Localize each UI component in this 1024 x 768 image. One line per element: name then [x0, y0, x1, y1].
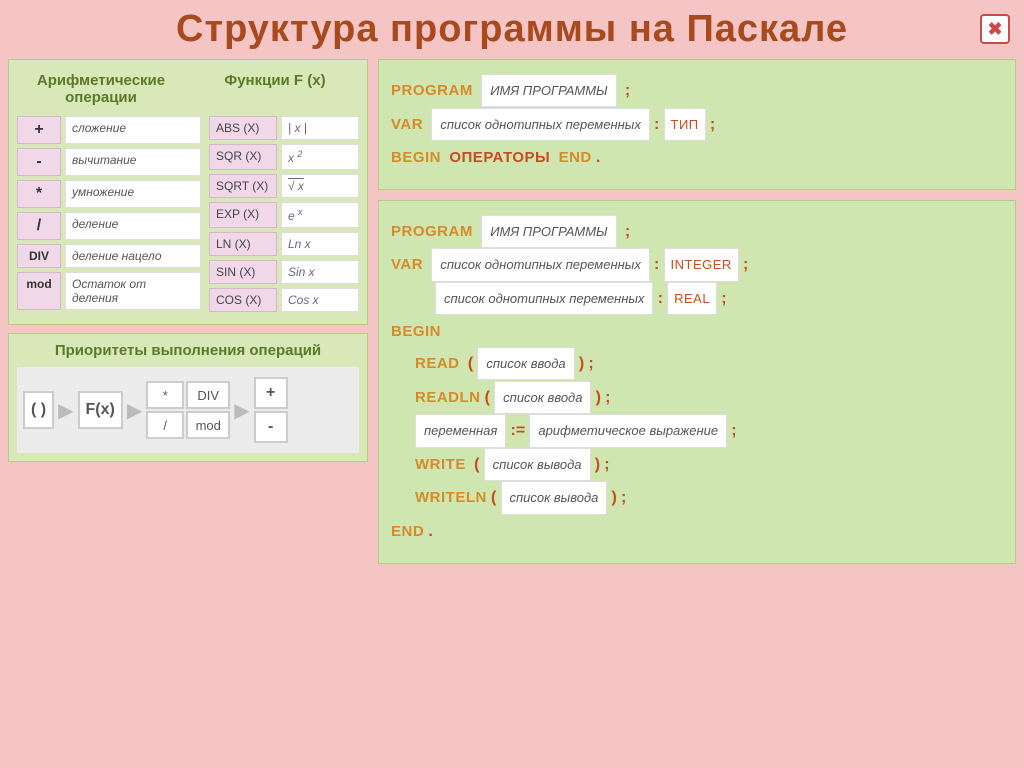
priority-panel: Приоритеты выполнения операций ( ) ▶ F(x…	[8, 333, 368, 462]
punct: :	[654, 116, 659, 133]
prio-pm: + -	[254, 377, 288, 443]
close-icon[interactable]: ✖	[980, 14, 1010, 44]
prog-name: ИМЯ ПРОГРАММЫ	[481, 74, 616, 107]
type: ТИП	[664, 108, 706, 141]
assign-expr: арифметическое выражение	[529, 414, 727, 447]
fns-table: ABS (X)| x | SQR (X)x 2 SQRT (X)√ x EXP …	[209, 116, 359, 316]
kw-read: READ	[415, 355, 460, 372]
var-list: список однотипных переменных	[431, 108, 649, 141]
kw-writeln: WRITELN	[415, 489, 487, 506]
kw-begin: BEGIN	[391, 323, 441, 340]
type-real: REAL	[667, 282, 717, 315]
var-list: список однотипных переменных	[435, 282, 653, 315]
kw-write: WRITE	[415, 456, 466, 473]
fn-math: Sin x	[281, 260, 359, 284]
punct: .	[596, 149, 600, 166]
op-desc: умножение	[65, 180, 201, 208]
code-block-1: PROGRAM ИМЯ ПРОГРАММЫ ; VAR список однот…	[378, 59, 1016, 190]
output-list: список вывода	[501, 481, 608, 514]
punct: ;	[731, 422, 736, 439]
prio-fx: F(x)	[78, 391, 123, 429]
op-desc: деление	[65, 212, 201, 240]
fn-name: SQR (X)	[209, 144, 277, 170]
prio-parens: ( )	[23, 391, 54, 429]
type-integer: INTEGER	[664, 248, 739, 281]
op-sym: DIV	[17, 244, 61, 268]
punct: (	[491, 489, 496, 506]
kw-var: VAR	[391, 256, 423, 273]
punct: ;	[721, 290, 726, 307]
operators: ОПЕРАТОРЫ	[449, 149, 550, 166]
code-block-2: PROGRAM ИМЯ ПРОГРАММЫ ; VAR список однот…	[378, 200, 1016, 564]
kw-program: PROGRAM	[391, 82, 473, 99]
fn-name: SQRT (X)	[209, 174, 277, 198]
op-sym: /	[17, 212, 61, 240]
fn-name: SIN (X)	[209, 260, 277, 284]
punct: .	[428, 523, 432, 540]
kw-var: VAR	[391, 116, 423, 133]
kw-end: END	[391, 523, 424, 540]
var-list: список однотипных переменных	[431, 248, 649, 281]
fn-name: ABS (X)	[209, 116, 277, 140]
punct: )	[595, 456, 600, 473]
arrow-icon: ▶	[127, 398, 142, 423]
ops-header: Арифметические операции	[17, 68, 185, 110]
page-title: Структура программы на Паскале	[176, 8, 848, 51]
input-list: список ввода	[477, 347, 574, 380]
ops-fns-panel: Арифметические операции Функции F (x) +с…	[8, 59, 368, 325]
punct: )	[612, 489, 617, 506]
punct: )	[596, 389, 601, 406]
ops-table: +сложение -вычитание *умножение /деление…	[17, 116, 201, 316]
fns-header: Функции F (x)	[191, 68, 359, 110]
punct: ;	[621, 489, 626, 506]
punct: (	[468, 355, 473, 372]
arrow-icon: ▶	[234, 398, 249, 423]
punct: ;	[604, 456, 609, 473]
op-desc: вычитание	[65, 148, 201, 176]
punct: ;	[625, 223, 630, 240]
fn-math: Ln x	[281, 232, 359, 256]
op-sym: -	[17, 148, 61, 176]
punct: ;	[605, 389, 610, 406]
punct: (	[485, 389, 490, 406]
kw-end: END	[559, 149, 592, 166]
op-sym: *	[17, 180, 61, 208]
fn-name: COS (X)	[209, 288, 277, 312]
prio-grid: * DIV / mod	[146, 381, 230, 439]
fn-name: LN (X)	[209, 232, 277, 256]
kw-program: PROGRAM	[391, 223, 473, 240]
kw-readln: READLN	[415, 389, 481, 406]
priority-header: Приоритеты выполнения операций	[17, 342, 359, 359]
assign-op: :=	[511, 422, 526, 439]
punct: )	[579, 355, 584, 372]
output-list: список вывода	[484, 448, 591, 481]
fn-math: Cos x	[281, 288, 359, 312]
punct: ;	[743, 256, 748, 273]
punct: :	[658, 290, 663, 307]
fn-math: | x |	[281, 116, 359, 140]
arrow-icon: ▶	[58, 398, 73, 423]
punct: ;	[625, 82, 630, 99]
kw-begin: BEGIN	[391, 149, 441, 166]
fn-math: x 2	[281, 144, 359, 170]
fn-name: EXP (X)	[209, 202, 277, 228]
op-desc: сложение	[65, 116, 201, 144]
op-sym: +	[17, 116, 61, 144]
punct: (	[474, 456, 479, 473]
op-desc: деление нацело	[65, 244, 201, 268]
op-sym: mod	[17, 272, 61, 310]
fn-math: √ x	[281, 174, 359, 198]
punct: ;	[588, 355, 593, 372]
input-list: список ввода	[494, 381, 591, 414]
op-desc: Остаток от деления	[65, 272, 201, 310]
fn-math: e x	[281, 202, 359, 228]
punct: ;	[710, 116, 715, 133]
assign-var: переменная	[415, 414, 506, 447]
punct: :	[654, 256, 659, 273]
prog-name: ИМЯ ПРОГРАММЫ	[481, 215, 616, 248]
